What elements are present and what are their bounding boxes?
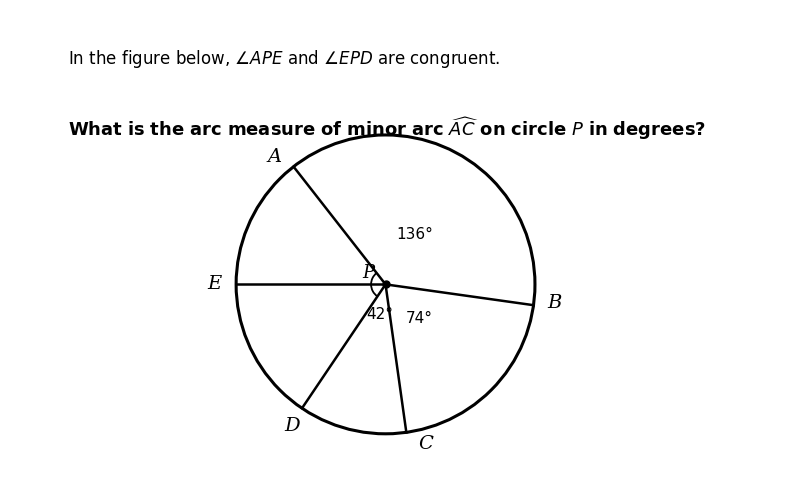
Text: C: C — [418, 435, 433, 453]
Text: 136°: 136° — [396, 227, 433, 242]
Text: B: B — [547, 294, 562, 312]
Text: D: D — [285, 416, 300, 435]
Text: P: P — [362, 264, 374, 282]
Text: 42°: 42° — [366, 307, 394, 322]
Text: $\mathbf{What\ is\ the\ arc\ measure\ of\ minor\ arc}\ \widehat{\mathit{AC}}\ \m: $\mathbf{What\ is\ the\ arc\ measure\ of… — [68, 116, 706, 143]
Text: E: E — [208, 275, 222, 294]
Text: A: A — [267, 148, 282, 166]
Text: 74°: 74° — [406, 311, 433, 326]
Text: In the figure below, $\angle \mathit{APE}$ and $\angle \mathit{EPD}$ are congrue: In the figure below, $\angle \mathit{APE… — [68, 48, 500, 70]
